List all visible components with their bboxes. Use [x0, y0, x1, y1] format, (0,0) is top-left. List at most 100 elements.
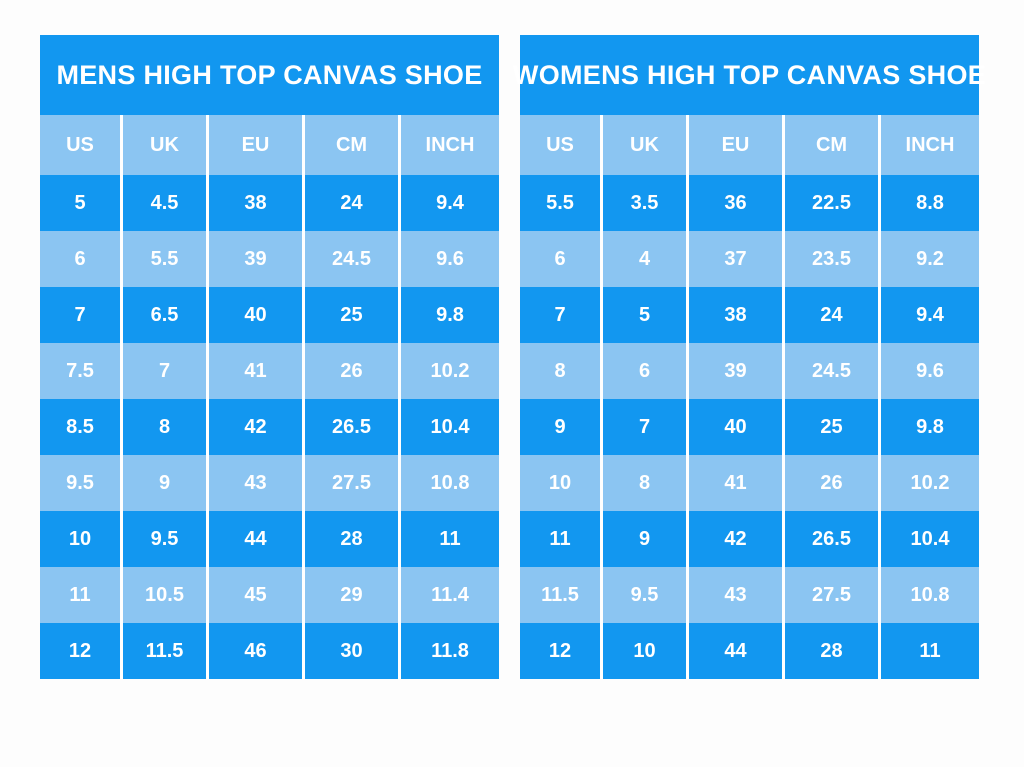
table-cell: 24 [782, 287, 878, 343]
table-cell: 27.5 [782, 567, 878, 623]
table-cell: 41 [686, 455, 782, 511]
table-cell: 10.8 [878, 567, 979, 623]
table-cell: 40 [686, 399, 782, 455]
table-cell: 7.5 [66, 359, 94, 382]
table-cell: 9 [554, 415, 566, 438]
table-cell: 43 [686, 567, 782, 623]
table-cell: 11.4 [398, 567, 499, 623]
table-cell: 23.5 [782, 231, 878, 287]
table-cell: 9.8 [398, 287, 499, 343]
table-cell: 28 [302, 511, 398, 567]
table-row: 11.5 9.5 43 27.5 10.8 [520, 567, 979, 623]
table-cell: 5 [600, 287, 686, 343]
table-cell: 6 [554, 247, 566, 270]
table-cell: 9.5 [120, 511, 206, 567]
table-row: 11 10.5 45 29 11.4 [40, 567, 499, 623]
table-cell: 22.5 [782, 175, 878, 231]
table-cell: 10.2 [878, 455, 979, 511]
table-cell: 25 [302, 287, 398, 343]
column-header: CM [302, 115, 398, 175]
table-cell: 9.5 [66, 471, 94, 494]
table-cell: 5.5 [120, 231, 206, 287]
table-row: 6 5.5 39 24.5 9.6 [40, 231, 499, 287]
tables-container: MENS HIGH TOP CANVAS SHOE US UK EU CM INCH 5 4.… [40, 35, 986, 679]
table-cell: 41 [206, 343, 302, 399]
table-title: WOMENS HIGH TOP CANVAS SHOE [513, 35, 986, 115]
column-header: UK [600, 115, 686, 175]
table-cell: 5 [74, 191, 86, 214]
table-cell: 24.5 [782, 343, 878, 399]
table-cell: 11 [398, 511, 499, 567]
table-row: 6 4 37 23.5 9.2 [520, 231, 979, 287]
table-row: 5.5 3.5 36 22.5 8.8 [520, 175, 979, 231]
table-cell: 10.4 [398, 399, 499, 455]
table-cell: 6 [74, 247, 86, 270]
table-cell: 11 [549, 527, 571, 550]
table-cell: 27.5 [302, 455, 398, 511]
column-header: US [66, 133, 94, 156]
size-table-womens: WOMENS HIGH TOP CANVAS SHOE US UK EU CM INCH 5… [513, 35, 986, 679]
table-cell: 10 [68, 527, 92, 550]
table-cell: 24.5 [302, 231, 398, 287]
table-cell: 10.4 [878, 511, 979, 567]
table-cell: 10.8 [398, 455, 499, 511]
column-header: UK [120, 115, 206, 175]
table-cell: 9.4 [398, 175, 499, 231]
table-cell: 26 [302, 343, 398, 399]
table-cell: 11.5 [541, 583, 579, 606]
table-cell: 46 [206, 623, 302, 679]
table-cell: 6.5 [120, 287, 206, 343]
table-cell: 9.5 [600, 567, 686, 623]
table-cell: 7 [554, 303, 566, 326]
table-cell: 9 [120, 455, 206, 511]
table-row: 9.5 9 43 27.5 10.8 [40, 455, 499, 511]
table-cell: 9.6 [398, 231, 499, 287]
table-title: MENS HIGH TOP CANVAS SHOE [40, 35, 499, 115]
table-header-row: US UK EU CM INCH [40, 115, 499, 175]
table-row: 8 6 39 24.5 9.6 [520, 343, 979, 399]
table-cell: 26.5 [782, 511, 878, 567]
table-cell: 11 [69, 583, 91, 606]
table-cell: 43 [206, 455, 302, 511]
table-cell: 39 [686, 343, 782, 399]
table-cell: 26.5 [302, 399, 398, 455]
table-cell: 39 [206, 231, 302, 287]
table-cell: 4 [600, 231, 686, 287]
table-cell: 10 [548, 471, 572, 494]
table-cell: 7 [120, 343, 206, 399]
column-header: US [546, 133, 574, 156]
table-cell: 9.4 [878, 287, 979, 343]
table-cell: 24 [302, 175, 398, 231]
table-cell: 44 [686, 623, 782, 679]
table-cell: 38 [686, 287, 782, 343]
table-cell: 36 [686, 175, 782, 231]
table-cell: 12 [548, 639, 572, 662]
table-cell: 26 [782, 455, 878, 511]
table-cell: 38 [206, 175, 302, 231]
column-header: EU [206, 115, 302, 175]
table-header-row: US UK EU CM INCH [520, 115, 979, 175]
table-cell: 40 [206, 287, 302, 343]
table-cell: 9.6 [878, 343, 979, 399]
table-row: 11 9 42 26.5 10.4 [520, 511, 979, 567]
table-cell: 4.5 [120, 175, 206, 231]
table-cell: 44 [206, 511, 302, 567]
table-cell: 29 [302, 567, 398, 623]
table-cell: 11 [878, 623, 979, 679]
table-cell: 3.5 [600, 175, 686, 231]
table-cell: 11.8 [398, 623, 499, 679]
table-cell: 6 [600, 343, 686, 399]
table-cell: 11.5 [120, 623, 206, 679]
table-cell: 30 [302, 623, 398, 679]
table-row: 7 5 38 24 9.4 [520, 287, 979, 343]
table-row: 12 11.5 46 30 11.8 [40, 623, 499, 679]
column-header: CM [782, 115, 878, 175]
table-cell: 10.5 [120, 567, 206, 623]
table-cell: 42 [686, 511, 782, 567]
table-cell: 45 [206, 567, 302, 623]
table-row: 8.5 8 42 26.5 10.4 [40, 399, 499, 455]
table-row: 9 7 40 25 9.8 [520, 399, 979, 455]
table-cell: 10.2 [398, 343, 499, 399]
table-cell: 9.2 [878, 231, 979, 287]
